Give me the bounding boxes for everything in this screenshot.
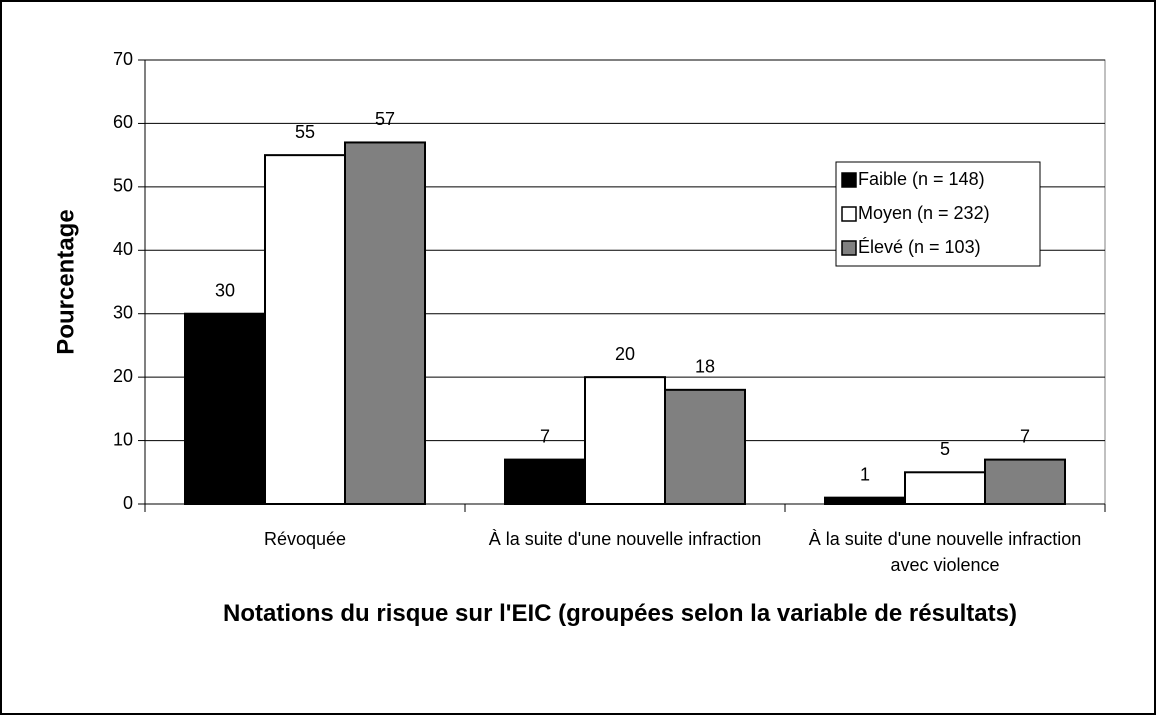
- bar: [824, 496, 906, 505]
- y-axis-title: Pourcentage: [52, 209, 79, 354]
- legend-swatch: [841, 206, 857, 222]
- data-label: 20: [615, 344, 635, 364]
- bar: [184, 312, 266, 506]
- y-tick-label: 10: [113, 429, 133, 449]
- legend-box: [835, 161, 1041, 267]
- data-label: 7: [540, 426, 550, 446]
- y-tick-label: 40: [113, 239, 133, 259]
- y-tick-label: 30: [113, 302, 133, 322]
- bar: [664, 388, 746, 506]
- bar: [584, 376, 666, 505]
- x-tick-label: À la suite d'une nouvelle infraction ave…: [808, 529, 1082, 575]
- data-label: 30: [215, 280, 235, 300]
- bar: [344, 141, 426, 505]
- legend-swatch: [841, 240, 857, 256]
- legend-label: Élevé (n = 103): [858, 237, 981, 257]
- legend-label: Faible (n = 148): [858, 169, 985, 189]
- x-tick-label: Révoquée: [263, 529, 347, 549]
- data-label: 5: [940, 439, 950, 459]
- y-tick-label: 20: [113, 366, 133, 386]
- bar: [264, 154, 346, 505]
- bar: [504, 458, 586, 506]
- legend-label: Moyen (n = 232): [858, 203, 990, 223]
- data-label: 57: [375, 109, 395, 129]
- y-tick-label: 60: [113, 112, 133, 132]
- x-axis-title: Notations du risque sur l'EIC (groupées …: [223, 600, 1017, 627]
- bar: [904, 471, 986, 505]
- legend-swatch: [841, 172, 857, 188]
- bar: [984, 458, 1066, 506]
- data-label: 7: [1020, 426, 1030, 446]
- data-label: 55: [295, 122, 315, 142]
- data-label: 18: [695, 357, 715, 377]
- y-tick-label: 70: [113, 49, 133, 69]
- y-tick-label: 0: [123, 493, 133, 513]
- data-label: 1: [860, 464, 870, 484]
- x-tick-label: À la suite d'une nouvelle infraction: [488, 529, 762, 549]
- y-tick-label: 50: [113, 176, 133, 196]
